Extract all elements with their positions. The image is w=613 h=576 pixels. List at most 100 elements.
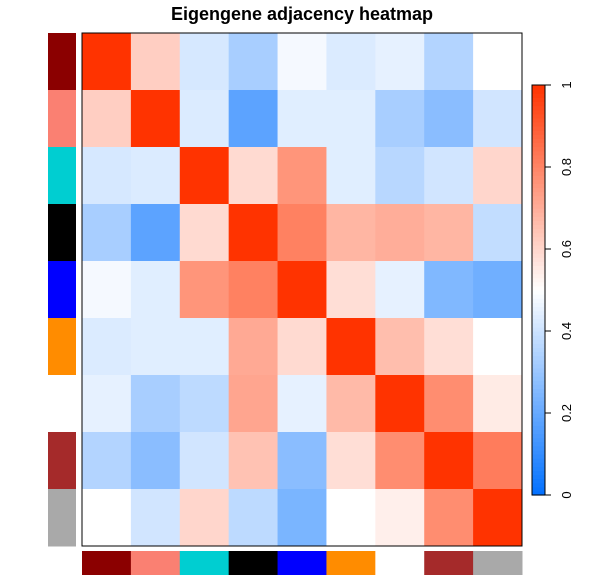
color-key-segment (532, 306, 545, 312)
row-module-color-bar (48, 375, 76, 433)
color-key-segment (532, 425, 545, 430)
heatmap-cell (130, 204, 181, 262)
chart-title: Eigengene adjacency heatmap (170, 4, 434, 24)
heatmap-cell (228, 375, 279, 433)
color-key-segment (532, 421, 545, 426)
color-key-segment (532, 396, 545, 402)
color-key-segment (532, 351, 545, 357)
heatmap-cell (424, 261, 474, 319)
heatmap-cell (375, 432, 425, 490)
color-key-segment (532, 113, 545, 119)
color-key-segment (532, 179, 545, 184)
heatmap-cell (130, 432, 181, 490)
heatmap-cell (277, 489, 327, 547)
color-key-segment (532, 281, 545, 287)
color-key-segment (532, 441, 545, 447)
heatmap-cell (277, 432, 327, 490)
heatmap-cell (228, 432, 279, 490)
color-key-segment (532, 232, 545, 238)
heatmap-cell (424, 375, 474, 433)
color-key-segment (532, 326, 545, 332)
row-module-color-bar (48, 318, 76, 376)
color-key-segment (532, 339, 545, 344)
heatmap-cell (179, 261, 230, 319)
color-key-segment (532, 359, 545, 365)
color-key-segment (532, 433, 545, 439)
heatmap-cell (375, 375, 425, 433)
heatmap-cell (179, 33, 230, 91)
heatmap-cell (228, 318, 279, 376)
color-key-segment (532, 257, 545, 262)
column-module-color-bar (326, 551, 376, 575)
heatmap-cell (473, 147, 523, 205)
color-key-segment (532, 130, 545, 135)
color-key-segment (532, 302, 545, 307)
heatmap-cell (424, 33, 474, 91)
color-key-segment (532, 199, 545, 205)
row-module-color-bar (48, 204, 76, 262)
row-module-color-bar (48, 432, 76, 490)
color-key-segment (532, 470, 545, 476)
color-key-segment (532, 388, 545, 394)
column-module-color-bar (228, 551, 279, 575)
heatmap-cell (424, 147, 474, 205)
color-key-segment (532, 167, 545, 172)
color-key-segment (532, 134, 545, 139)
color-key-segment (532, 474, 545, 480)
heatmap-cell (130, 375, 181, 433)
heatmap-cell (326, 204, 376, 262)
color-key-segment (532, 253, 545, 258)
color-key-segment (532, 249, 545, 254)
color-key-segment (532, 384, 545, 389)
color-key-segment (532, 400, 545, 406)
heatmap-cell (473, 489, 523, 547)
color-key-segment (532, 273, 545, 279)
row-module-color-bar (48, 147, 76, 205)
color-key-tick-label: 0.6 (559, 240, 574, 258)
color-key-segment (532, 343, 545, 348)
heatmap-cell (179, 375, 230, 433)
heatmap-cell (130, 33, 181, 91)
color-key-tick-label: 1 (559, 81, 574, 88)
plot-border (81, 32, 523, 547)
color-key-segment (532, 85, 545, 90)
column-module-color-bar (375, 551, 425, 575)
color-key-segment (532, 290, 545, 295)
color-key-segment (532, 462, 545, 467)
heatmap-cell (130, 489, 181, 547)
heatmap-cell (375, 261, 425, 319)
color-key-segment (532, 146, 545, 152)
heatmap-cell (424, 90, 474, 148)
color-key-segment (532, 322, 545, 328)
heatmap-cell (375, 90, 425, 148)
heatmap-cell (82, 489, 132, 547)
column-module-color-bar (130, 551, 181, 575)
color-key-segment (532, 454, 545, 459)
heatmap-cell (277, 204, 327, 262)
color-key-segment (532, 89, 545, 94)
heatmap-cell (82, 147, 132, 205)
color-key-segment (532, 171, 545, 176)
color-key-segment (532, 220, 545, 225)
heatmap-cell (473, 204, 523, 262)
heatmap-cell (82, 318, 132, 376)
color-key-segment (532, 117, 545, 123)
color-key-segment (532, 158, 545, 164)
color-key-segment (532, 363, 545, 369)
color-key-segment (532, 203, 545, 209)
color-key-segment (532, 97, 545, 102)
heatmap-cell (228, 204, 279, 262)
color-key-segment (532, 298, 545, 303)
color-key-segment (532, 228, 545, 234)
color-key-segment (532, 109, 545, 115)
column-module-color-bar (277, 551, 327, 575)
row-module-color-bar (48, 261, 76, 319)
column-module-color-bar (82, 551, 132, 575)
heatmap-cell (424, 204, 474, 262)
heatmap-cell (82, 375, 132, 433)
heatmap-cell (179, 432, 230, 490)
heatmap-cell (375, 318, 425, 376)
heatmap-cell (326, 489, 376, 547)
